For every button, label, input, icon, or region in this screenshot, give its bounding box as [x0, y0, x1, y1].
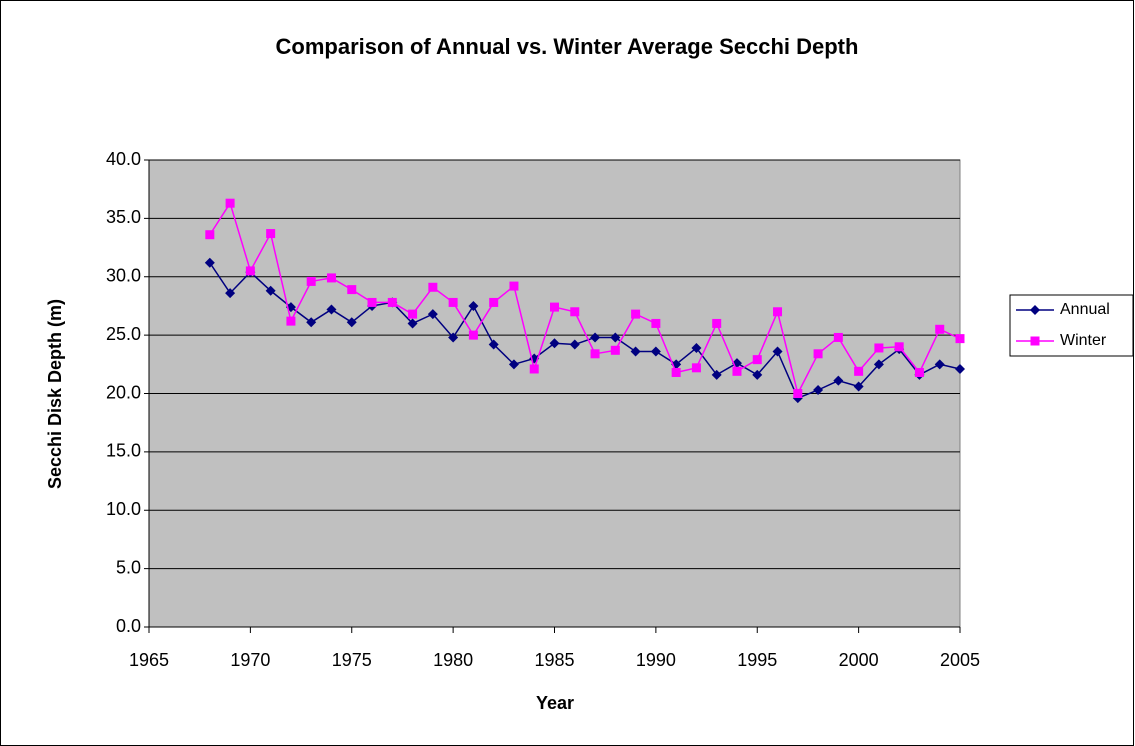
y-tick-label: 40.0 [106, 149, 141, 169]
chart-title: Comparison of Annual vs. Winter Average … [276, 34, 859, 59]
data-point [833, 375, 844, 386]
data-point [691, 342, 702, 353]
data-point [712, 318, 722, 328]
data-point [631, 309, 641, 319]
data-point [853, 381, 864, 392]
data-point [651, 318, 661, 328]
data-point [225, 288, 236, 299]
data-point [671, 367, 681, 377]
data-point [610, 345, 620, 355]
data-point [610, 332, 621, 343]
data-point [245, 266, 255, 276]
data-point [286, 316, 296, 326]
y-tick-label: 0.0 [116, 616, 141, 636]
data-point [448, 297, 458, 307]
data-point [407, 318, 418, 329]
legend-label: Winter [1060, 332, 1107, 349]
x-tick-label: 2005 [940, 650, 980, 670]
data-point [489, 297, 499, 307]
data-point [448, 332, 459, 343]
data-point [306, 317, 317, 328]
data-point [955, 363, 965, 374]
data-point [549, 338, 560, 349]
data-point [630, 346, 641, 357]
data-point [773, 307, 783, 317]
data-point [205, 230, 215, 240]
data-point [428, 282, 438, 292]
data-point [569, 339, 580, 350]
y-tick-label: 20.0 [106, 382, 141, 402]
data-point [914, 367, 924, 377]
x-tick-label: 1975 [332, 650, 372, 670]
data-point [894, 342, 904, 352]
x-tick-label: 1990 [636, 650, 676, 670]
data-point [772, 346, 783, 357]
x-tick-label: 1965 [129, 650, 169, 670]
data-point [225, 198, 235, 208]
data-point [854, 366, 864, 376]
data-point [468, 330, 478, 340]
x-tick-label: 1970 [230, 650, 270, 670]
legend-marker [1030, 305, 1040, 315]
data-point [265, 285, 276, 296]
data-point [306, 276, 316, 286]
legend-box [1009, 294, 1134, 357]
data-point [833, 332, 843, 342]
y-tick-label: 15.0 [106, 441, 141, 461]
data-point [752, 369, 763, 380]
data-point [813, 384, 824, 395]
data-point [509, 281, 519, 291]
data-point [367, 297, 377, 307]
data-point [387, 297, 397, 307]
data-point [874, 343, 884, 353]
data-point [408, 309, 418, 319]
legend-marker [1030, 336, 1040, 346]
y-tick-label: 30.0 [106, 266, 141, 286]
data-point [935, 324, 945, 334]
data-point [326, 304, 337, 315]
legend-label: Annual [1060, 301, 1110, 318]
data-point [488, 339, 499, 350]
x-axis-label: Year [536, 693, 574, 713]
data-point [326, 273, 336, 283]
data-point [813, 349, 823, 359]
data-point [529, 364, 539, 374]
data-point [590, 349, 600, 359]
data-point [873, 359, 884, 370]
data-point [793, 389, 803, 398]
y-tick-label: 5.0 [116, 557, 141, 577]
data-point [732, 366, 742, 376]
data-point [934, 359, 945, 370]
data-point [711, 369, 722, 380]
x-tick-label: 1985 [534, 650, 574, 670]
data-point [590, 332, 601, 343]
y-axis-label: Secchi Disk Depth (m) [45, 299, 65, 489]
data-point [346, 317, 357, 328]
data-point [570, 307, 580, 317]
y-tick-label: 10.0 [106, 499, 141, 519]
data-point [508, 359, 519, 370]
data-point [955, 334, 965, 344]
data-point [550, 302, 559, 312]
data-point [266, 229, 276, 239]
y-tick-label: 35.0 [106, 207, 141, 227]
data-point [204, 257, 215, 268]
data-point [347, 285, 357, 295]
x-tick-label: 2000 [839, 650, 879, 670]
x-tick-label: 1995 [737, 650, 777, 670]
data-point [468, 300, 479, 311]
data-point [691, 363, 701, 373]
data-point [427, 309, 438, 320]
data-point [752, 355, 762, 365]
x-tick-label: 1980 [433, 650, 473, 670]
y-tick-label: 25.0 [106, 324, 141, 344]
data-point [650, 346, 661, 357]
